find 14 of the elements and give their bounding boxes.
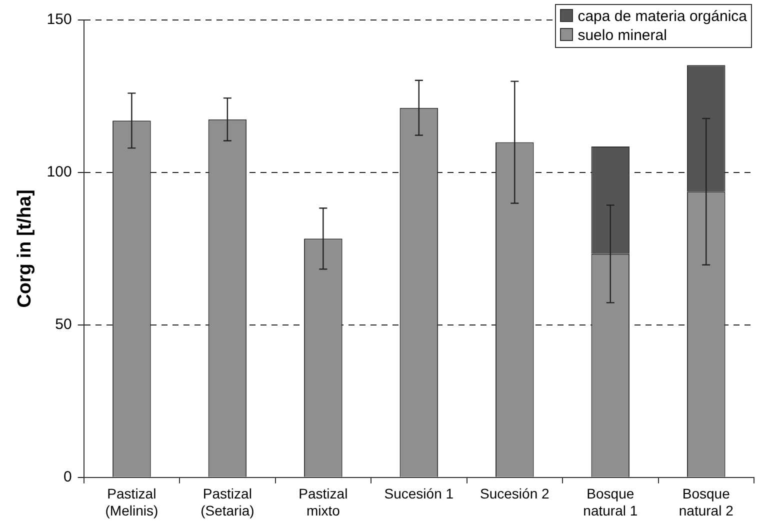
x-tick-label: Pastizal mixto <box>298 486 348 518</box>
legend-label: suelo mineral <box>576 26 668 45</box>
y-tick-label: 150 <box>46 11 72 28</box>
y-tick-label: 0 <box>63 468 72 486</box>
x-tick-label: Bosque natural 1 <box>583 486 638 518</box>
x-tick-label: Pastizal (Setaria) <box>200 486 254 518</box>
y-axis-title: Corg in [t/ha] <box>14 190 36 308</box>
x-tick-label: Sucesión 1 <box>384 486 454 502</box>
x-tick-label: Pastizal (Melinis) <box>105 486 158 518</box>
x-tick-label: Bosque natural 2 <box>678 486 734 518</box>
x-tick-label: Sucesión 2 <box>480 486 550 502</box>
y-tick-label: 50 <box>55 316 72 334</box>
y-tick-label: 100 <box>46 164 72 181</box>
legend-label: capa de materia orgánica <box>576 7 747 26</box>
